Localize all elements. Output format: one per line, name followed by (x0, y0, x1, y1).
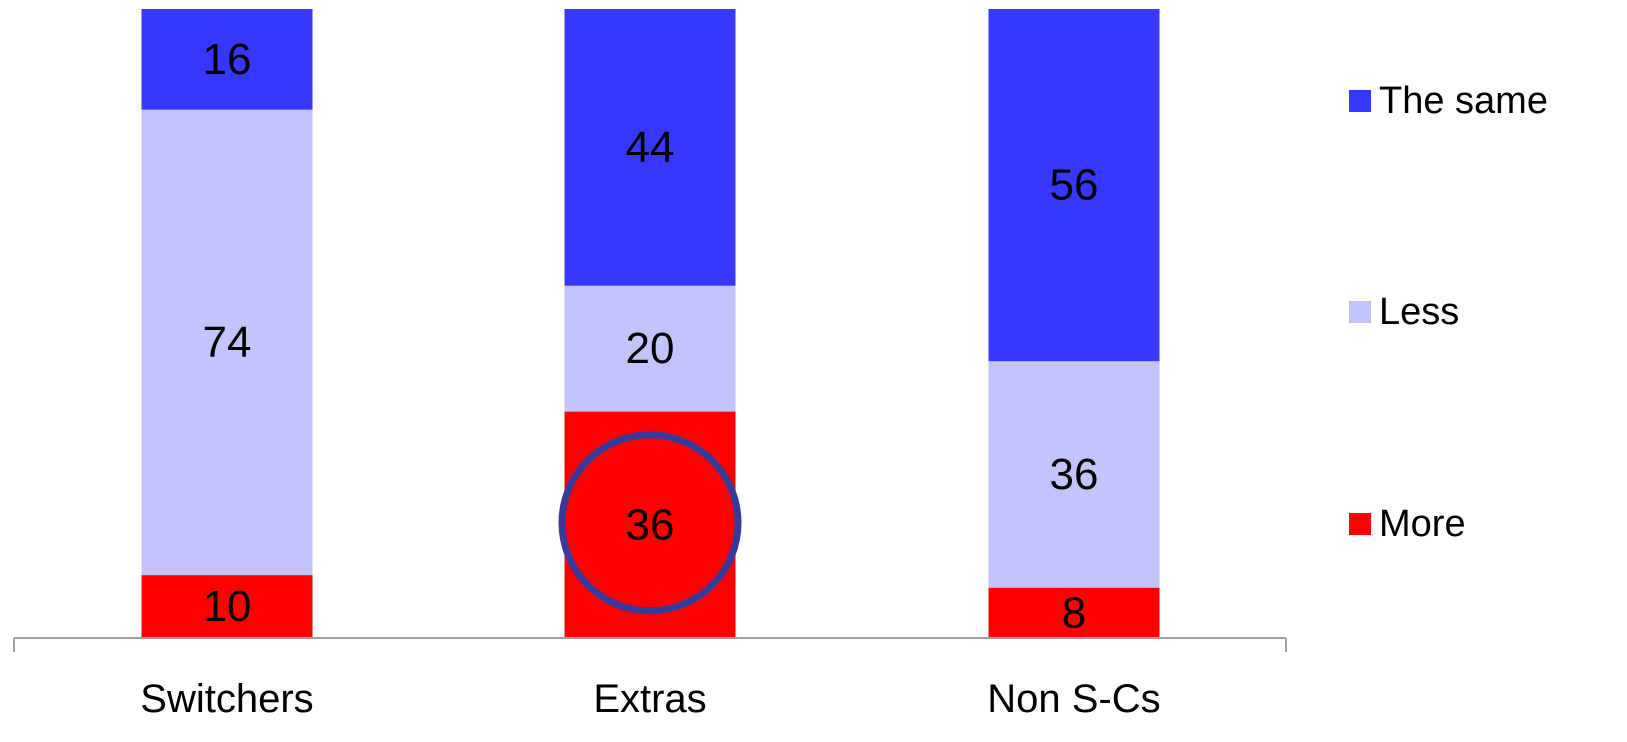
bar-extras-less (564, 285, 736, 412)
bar-non-s-cs-less (988, 361, 1160, 588)
bar-non-s-cs-more (988, 587, 1160, 638)
category-label-switchers: Switchers (140, 677, 313, 721)
bar-switchers-the-same (141, 9, 313, 110)
data-label-non-s-cs-the-same: 56 (1050, 161, 1099, 210)
legend-label-the-same: The same (1379, 80, 1548, 122)
segment-labels-group: 10 74 16 36 20 44 8 36 56 (203, 35, 1099, 638)
data-label-extras-less: 20 (626, 324, 675, 373)
category-label-non-s-cs: Non S-Cs (987, 677, 1160, 721)
data-label-switchers-more: 10 (203, 582, 252, 631)
data-label-extras-the-same: 44 (626, 123, 675, 172)
bars-group (141, 9, 1160, 638)
highlight-circle (558, 431, 742, 615)
data-label-switchers-the-same: 16 (203, 35, 252, 84)
bar-extras-the-same (564, 9, 736, 286)
x-axis (13, 637, 1287, 652)
bar-extras-more (564, 411, 736, 638)
legend-swatch-the-same (1349, 90, 1371, 112)
legend-label-more: More (1379, 503, 1466, 545)
data-label-non-s-cs-more: 8 (1062, 588, 1086, 637)
data-label-extras-more: 36 (626, 500, 675, 549)
data-label-switchers-less: 74 (203, 318, 252, 367)
highlight-group (558, 431, 742, 615)
bar-switchers-more (141, 575, 313, 638)
bar-switchers-less (141, 109, 313, 576)
data-label-non-s-cs-less: 36 (1050, 450, 1099, 499)
category-labels-group: Switchers Extras Non S-Cs (140, 677, 1160, 721)
legend-swatch-more (1349, 513, 1371, 535)
legend-swatch-less (1349, 301, 1371, 323)
category-label-extras: Extras (593, 677, 706, 721)
legend-label-less: Less (1379, 291, 1459, 333)
legend: The same Less More (1349, 80, 1548, 545)
bar-non-s-cs-the-same (988, 9, 1160, 362)
